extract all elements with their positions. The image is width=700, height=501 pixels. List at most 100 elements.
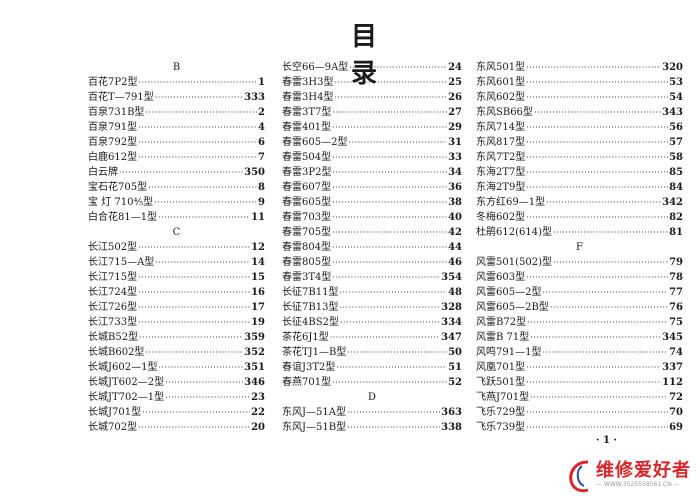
dot-leader [526,135,668,150]
entry-title: 长城B52型 [88,332,139,343]
entry-title: 茶花TJ1—B型 [282,347,347,358]
entry-page: 7 [258,152,265,163]
dot-leader [526,75,668,90]
entry-page: 11 [251,212,265,223]
entry-page: 50 [448,347,462,358]
entry-title: 长城J701型 [88,407,142,418]
toc-entry: 宝 灯 710⁴⁄₅型 9 [88,195,265,210]
dot-leader [349,60,447,75]
entry-title: 春雷605—2型 [282,137,348,148]
entry-title: 东风714型 [476,122,526,133]
dot-leader [145,105,257,120]
entry-title: 东方红69—1型 [476,197,546,208]
toc-entry: 东风601型 53 [476,75,683,90]
entry-title: 长城B602型 [88,347,145,358]
toc-column-2: 长空66—9A型 24 春雷3H3型 25 春雷3H4型 26 春雷3T7型 27 春雷401型… [282,60,462,435]
dot-leader [526,270,668,285]
entry-page: 17 [251,302,265,313]
entry-page: 56 [669,122,683,133]
dot-leader [332,195,447,210]
section-letter: B [172,62,181,73]
dot-leader [348,135,447,150]
entry-page: 40 [448,212,462,223]
entry-title: 长征7B13型 [282,302,339,313]
dot-leader [330,330,440,345]
entry-title: 春雷3P2型 [282,167,332,178]
dot-leader [334,90,447,105]
dot-leader [332,180,447,195]
toc-column-1: B 百花7P2型 1 百花T—791型 333 百泉731B型 2 百泉791型 4 百泉792型… [88,60,265,435]
entry-page: 36 [448,182,462,193]
toc-entry: 冬梅602型 82 [476,210,683,225]
dot-leader [542,285,668,300]
dot-leader [347,345,447,360]
toc-entry: 白云牌 350 [88,165,265,180]
entry-title: 春雷607型 [282,182,332,193]
dot-leader [526,420,668,435]
entry-page: 72 [669,392,683,403]
toc-entry: 长城B52型 359 [88,330,265,345]
dot-leader [155,90,243,105]
dot-leader [339,285,447,300]
toc-entry: 东风SB66型 343 [476,105,683,120]
entry-title: 东风SB66型 [476,107,533,118]
toc-entry: 茶花6J1型 347 [282,330,462,345]
toc-entry: 长江733型 19 [88,315,265,330]
entry-page: 354 [441,272,462,283]
entry-title: 长城JT602—2型 [88,377,165,388]
entry-page: 328 [441,302,462,313]
entry-page: 345 [662,332,683,343]
entry-title: 风鸣791—1型 [476,347,542,358]
dot-leader [526,150,668,165]
entry-page: 343 [662,107,683,118]
toc-entry: 飞跃501型 112 [476,375,683,390]
watermark-name: 维修爱好者 [596,460,691,481]
dot-leader [332,150,447,165]
dot-leader [542,345,668,360]
section-letter: C [172,227,181,238]
toc-entry: 风鸣791—1型 74 [476,345,683,360]
dot-leader [165,375,243,390]
entry-page: 333 [244,92,265,103]
dot-leader [332,240,447,255]
section-letter: D [367,392,377,403]
entry-title: 白鹿612型 [88,152,138,163]
toc-entry: 长城JT602—2型 346 [88,375,265,390]
toc-entry: 春雷607型 36 [282,180,462,195]
entry-page: 347 [441,332,462,343]
entry-title: 白云牌 [88,167,118,178]
entry-title: 东海2T7型 [476,167,526,178]
dot-leader [154,195,257,210]
dot-leader [526,180,668,195]
entry-page: 76 [669,302,683,313]
entry-title: 东风J—51B型 [282,422,347,433]
dot-leader [334,75,447,90]
entry-page: 14 [251,257,265,268]
entry-title: 长征4BS2型 [282,317,339,328]
toc-entry: 春雷3T7型 27 [282,105,462,120]
toc-entry: 东海2T9型 84 [476,180,683,195]
entry-page: 79 [669,257,683,268]
entry-title: 风凰701型 [476,362,526,373]
toc-entry: 长江726型 17 [88,300,265,315]
entry-title: 春雷705型 [282,227,332,238]
toc-entry: 春雷804型 44 [282,240,462,255]
entry-title: 百花T—791型 [88,92,154,103]
entry-title: 风雷B 71型 [476,332,530,343]
dot-leader [553,255,668,270]
entry-page: 350 [244,167,265,178]
entry-title: 百花7P2型 [88,77,138,88]
toc-entry: 东海2T7型 85 [476,165,683,180]
toc-entry: 春雷605—2型 31 [282,135,462,150]
dot-leader [526,375,661,390]
entry-title: 东风7T2型 [476,152,526,163]
dot-leader [119,165,243,180]
entry-title: 长征7B11型 [282,287,339,298]
toc-entry: 东风J—51B型 338 [282,420,462,435]
dot-leader [138,75,257,90]
toc-entry: 长城B602型 352 [88,345,265,360]
toc-entry: 春雷3T4型 354 [282,270,462,285]
entry-title: 冬梅602型 [476,212,526,223]
entry-page: 363 [441,407,462,418]
entry-title: 飞乐739型 [476,422,526,433]
